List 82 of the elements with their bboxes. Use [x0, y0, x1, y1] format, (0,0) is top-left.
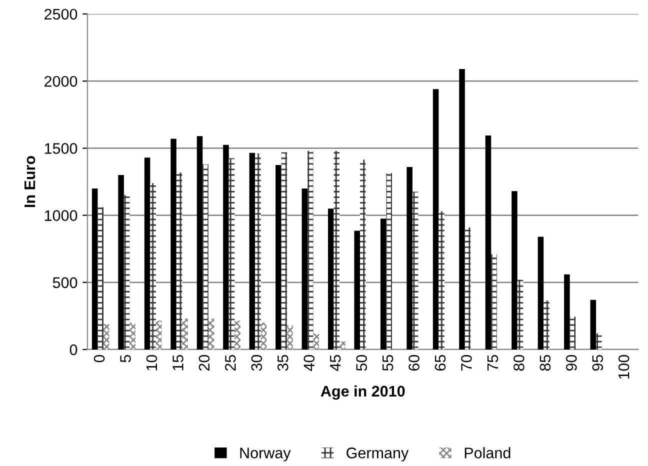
x-tick-label: 90: [566, 354, 577, 371]
bar: [276, 164, 282, 350]
bar: [517, 280, 524, 350]
bar: [223, 144, 229, 350]
y-tick-label: 1000: [44, 210, 78, 221]
bar: [596, 333, 602, 350]
bar: [412, 192, 418, 350]
bar: [150, 183, 156, 350]
bar: [438, 211, 444, 350]
bar: [302, 188, 308, 350]
x-tick-label: 100: [618, 354, 630, 379]
x-tick-label: 60: [408, 354, 420, 371]
bar: [491, 254, 497, 350]
bar: [176, 172, 182, 350]
y-tick-label: 2000: [44, 76, 78, 87]
bar: [328, 208, 334, 350]
bar: [459, 69, 465, 350]
x-tick-label: 50: [356, 354, 367, 371]
x-tick-label: 20: [198, 354, 210, 371]
x-tick-label: 80: [514, 354, 524, 371]
x-axis-title: Age in 2010: [320, 385, 405, 400]
x-tick-label: 85: [540, 355, 551, 371]
bar: [590, 300, 596, 350]
bar: [538, 236, 544, 350]
y-tick-label: 1500: [44, 143, 78, 154]
bar: [92, 188, 98, 350]
bar: [354, 230, 360, 350]
bar: [564, 274, 570, 350]
y-tick-label: 500: [52, 277, 78, 288]
bar: [512, 191, 518, 350]
bar: [464, 227, 471, 350]
bar: [432, 89, 439, 350]
bar: [308, 150, 314, 350]
bar: [202, 164, 208, 350]
bar: [313, 333, 320, 350]
bar: [170, 138, 176, 350]
x-tick-label: 15: [172, 355, 184, 370]
bar: [406, 166, 412, 350]
bar: [360, 160, 366, 350]
bar: [287, 325, 293, 350]
bar: [340, 341, 346, 350]
x-tick-label: 40: [304, 354, 315, 371]
legend-label: Germany: [346, 448, 409, 462]
x-tick-label: 95: [592, 355, 604, 371]
x-tick-label: 75: [487, 355, 498, 371]
x-tick-label: 25: [225, 355, 236, 371]
bar: [249, 152, 256, 350]
x-tick-label: 5: [120, 355, 131, 362]
bar: [380, 218, 386, 350]
bar: [118, 175, 124, 350]
bar: [485, 135, 492, 350]
bar: [208, 318, 214, 350]
bar: [570, 316, 576, 350]
bar: [234, 320, 240, 350]
x-tick-label: 35: [277, 355, 288, 371]
x-tick-label: 70: [461, 354, 472, 371]
bar: [196, 136, 203, 350]
bar: [103, 324, 110, 350]
x-tick-label: 10: [146, 354, 158, 370]
bar: [334, 150, 340, 350]
bar: [182, 318, 188, 350]
y-axis-title: In Euro: [24, 156, 36, 208]
x-tick-label: 30: [251, 354, 262, 371]
bar: [255, 154, 261, 350]
bar: [228, 158, 235, 350]
legend-label: Norway: [240, 448, 291, 462]
bar: [386, 173, 392, 350]
bar: [130, 322, 136, 350]
bar: [260, 322, 267, 350]
y-tick-label: 2500: [44, 8, 78, 20]
bar: [124, 195, 130, 350]
bar: [144, 158, 150, 350]
bar: [156, 320, 162, 350]
y-tick-label: 0: [70, 344, 78, 356]
x-tick-label: 55: [382, 355, 394, 371]
bar: [281, 152, 288, 350]
bar: [98, 207, 104, 350]
x-tick-label: 0: [94, 354, 105, 362]
x-tick-label: 45: [330, 355, 341, 371]
x-tick-label: 65: [434, 355, 446, 371]
legend-label: Poland: [464, 447, 510, 458]
bar: [544, 300, 550, 350]
